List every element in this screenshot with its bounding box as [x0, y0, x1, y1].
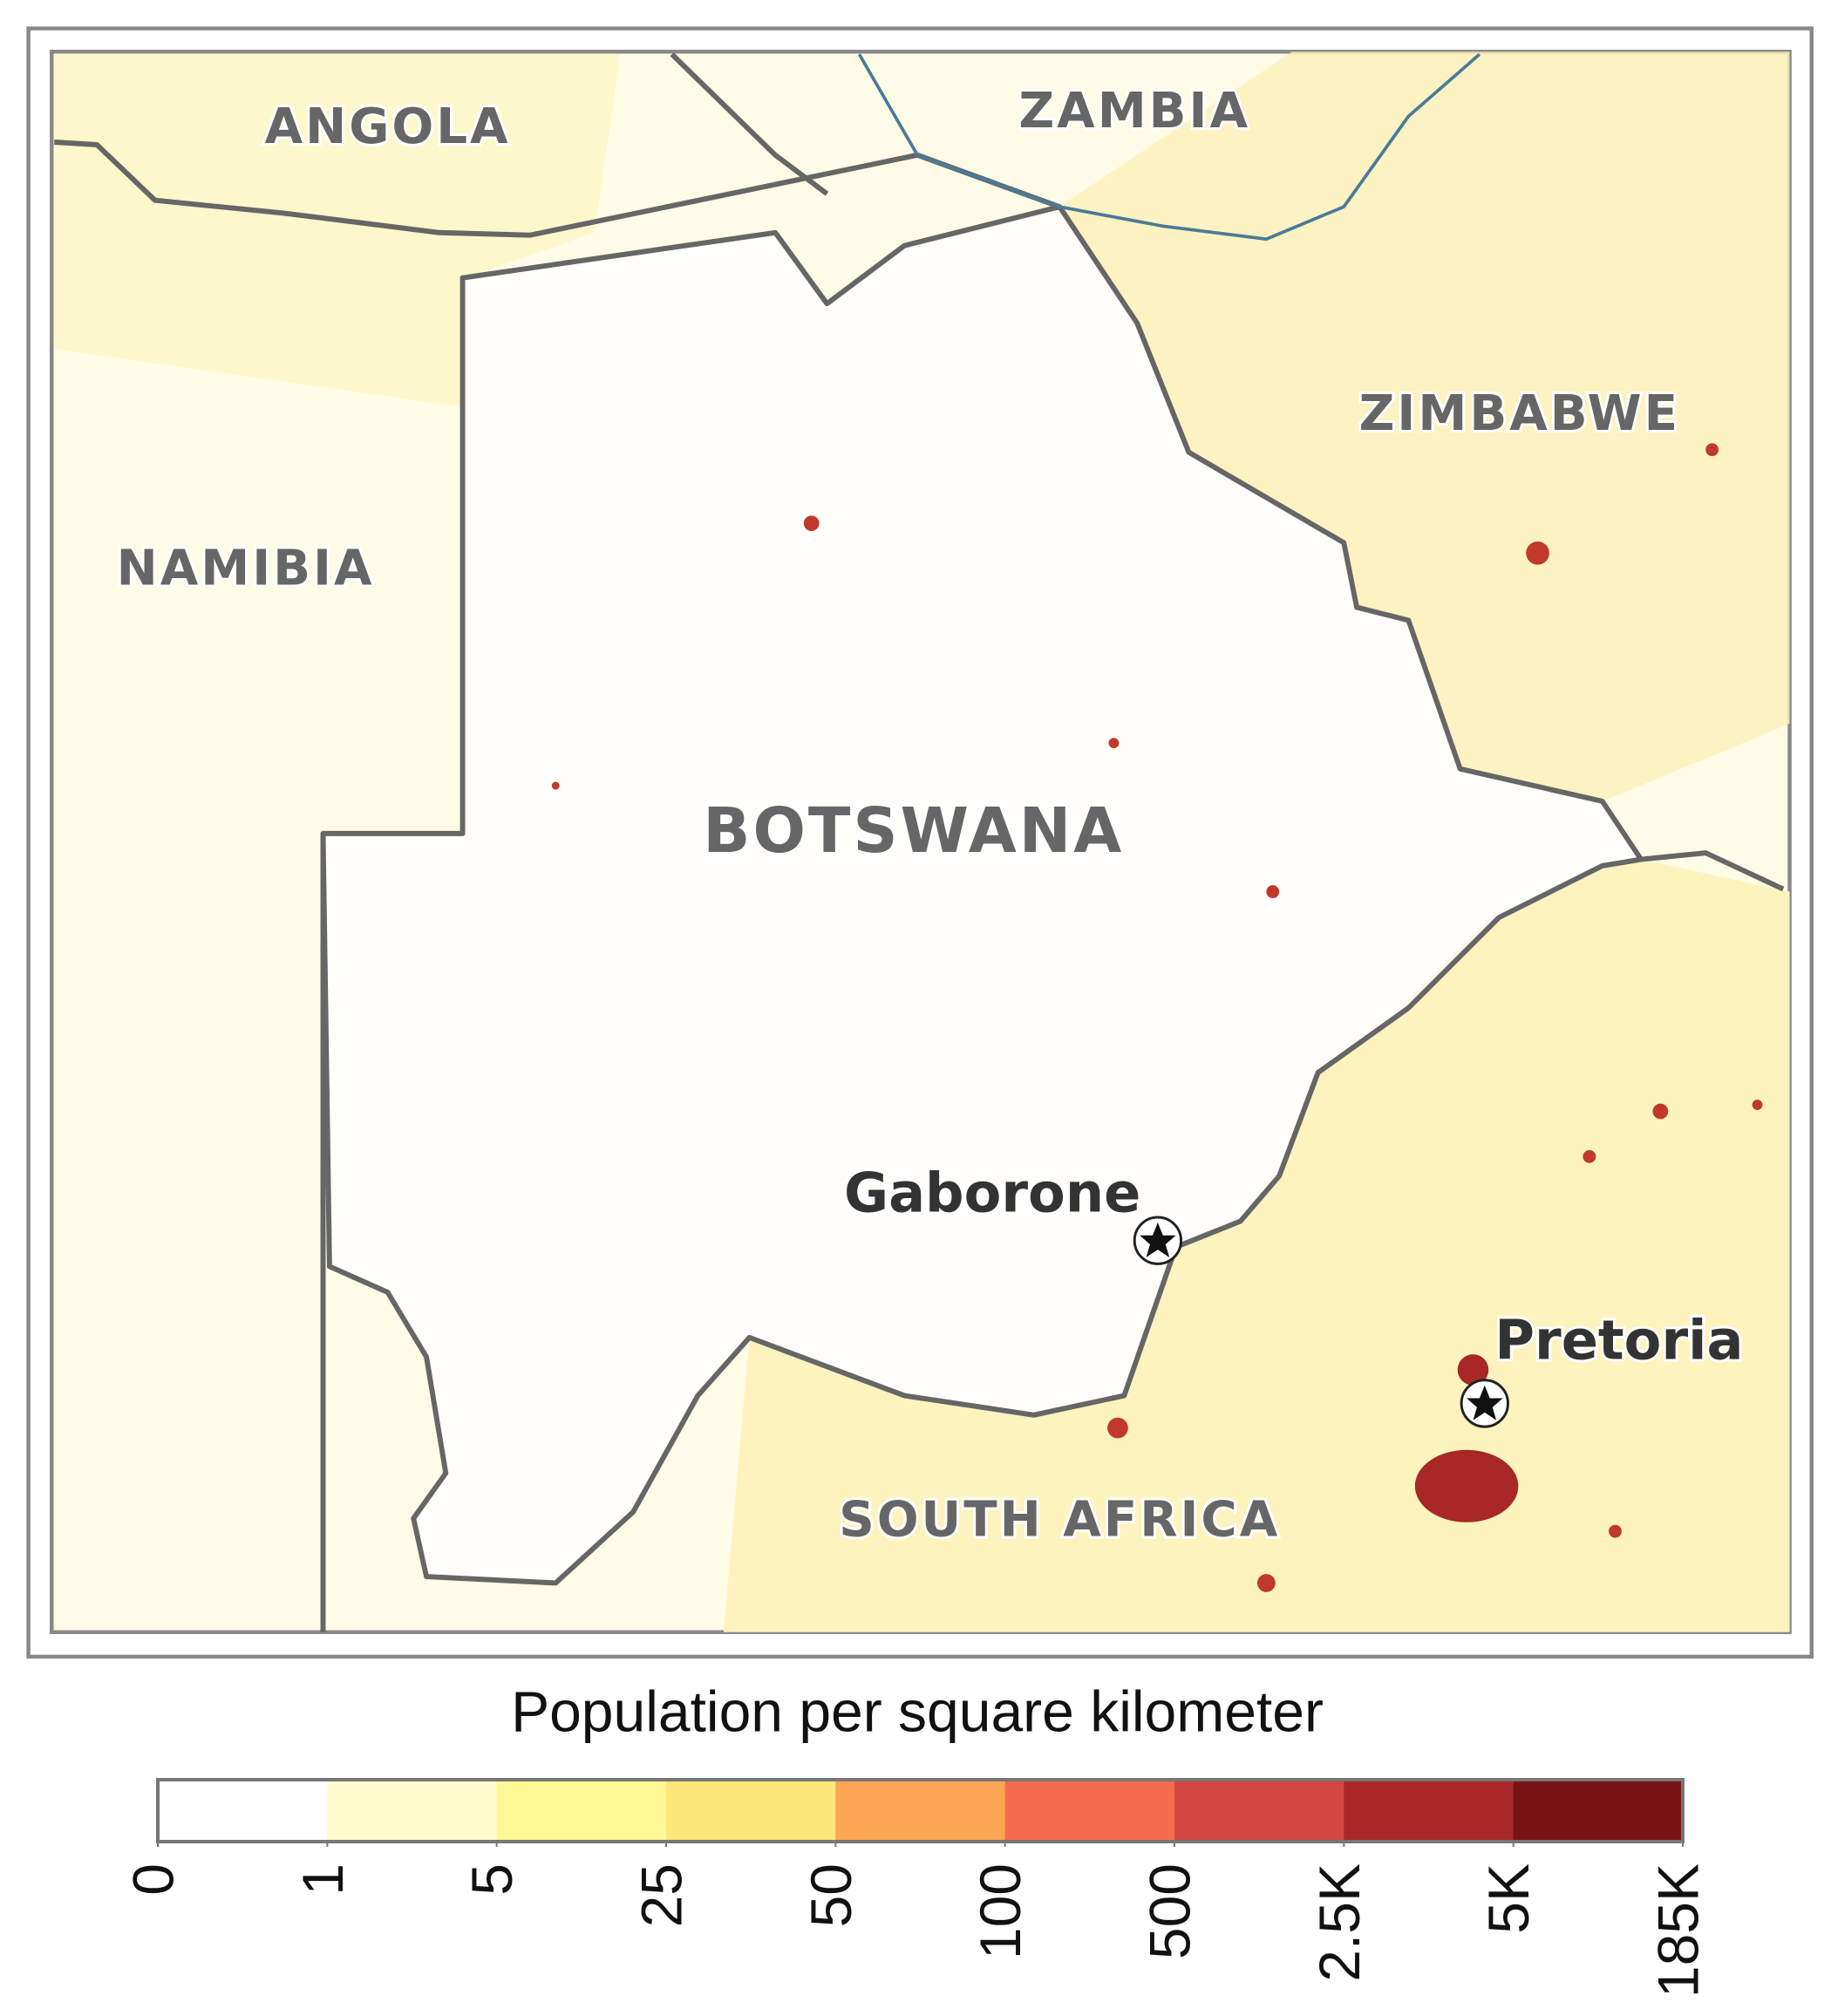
legend-tick-label: 500 [1137, 1863, 1201, 1959]
map: ANGOLA ZAMBIA ZIMBABWE NAMIBIA BOTSWANA … [26, 26, 1814, 1659]
country-label: BOTSWANA [703, 794, 1124, 867]
zimbabwe-zambia-area [1059, 51, 1790, 801]
settlements [551, 443, 1763, 1592]
legend-swatch [1344, 1780, 1514, 1842]
country-label: ZAMBIA [1018, 83, 1250, 140]
country-label: ZIMBABWE [1359, 385, 1680, 442]
legend-tick-label: 1 [290, 1863, 355, 1896]
legend-tick-label: 5K [1476, 1863, 1541, 1934]
legend-tick-label: 2.5K [1307, 1863, 1372, 1982]
legend-tick-label: 5 [459, 1863, 524, 1896]
legend-swatch [666, 1780, 836, 1842]
zambia-border [670, 52, 829, 196]
legend-swatch [1174, 1780, 1344, 1842]
country-label: NAMIBIA [117, 541, 375, 597]
botswana [320, 204, 1644, 1586]
country-label: SOUTH AFRICA [839, 1491, 1280, 1548]
capital-marker [1133, 1216, 1183, 1265]
angola-area [54, 54, 621, 407]
legend-tick-label: 185K [1645, 1863, 1710, 1998]
legend-tick-label: 0 [120, 1863, 185, 1896]
legend-swatch [1513, 1780, 1684, 1842]
legend-tick-label: 100 [968, 1863, 1032, 1959]
city-label: Pretoria [1494, 1308, 1743, 1372]
country-label: ANGOLA [265, 99, 511, 155]
capital-marker [1460, 1379, 1509, 1428]
sa-zimbabwe-border [1640, 850, 1785, 892]
legend-swatch [835, 1780, 1006, 1842]
legend-tick-label: 25 [629, 1863, 693, 1927]
south-africa-area [723, 859, 1790, 1632]
angola-border [54, 140, 1061, 238]
river [857, 52, 1481, 242]
legend-swatch [327, 1780, 498, 1842]
legend-tick-label: 50 [799, 1863, 863, 1927]
legend-swatch [158, 1780, 328, 1842]
legend-border [156, 1778, 1685, 1843]
legend-title: Population per square kilometer [511, 1679, 1324, 1743]
city-label: Gaborone [844, 1161, 1140, 1224]
legend-swatch [496, 1780, 667, 1842]
legend-swatch [1004, 1780, 1175, 1842]
